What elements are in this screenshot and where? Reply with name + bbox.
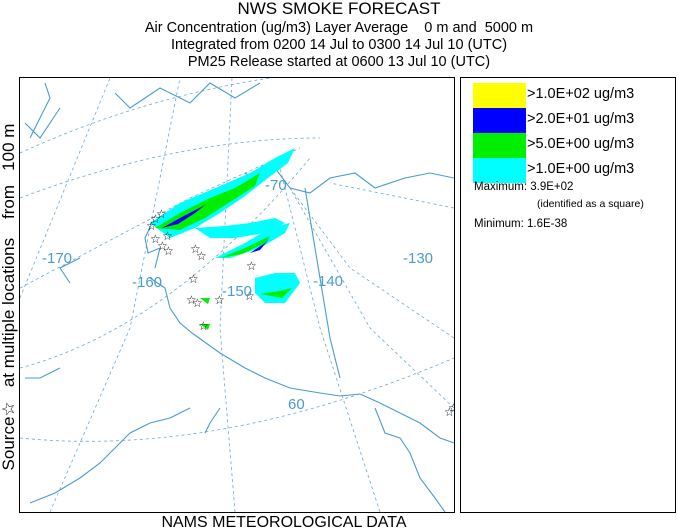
legend-label: >1.0E+00 ug/m3: [527, 161, 635, 177]
smoke-map: ☆ ☆ ☆ ☆ ☆ ☆ ☆ ☆ ☆ ☆ ☆ ☆ ☆ ☆ ☆ ☆ ☆ ☆ -170…: [19, 77, 455, 513]
source-marker: ☆: [150, 212, 161, 226]
legend-swatch: [473, 83, 526, 108]
forecast-title: NWS SMOKE FORECAST: [237, 0, 441, 18]
lon-label-130: -130: [403, 250, 433, 267]
coastline: [24, 82, 454, 512]
source-marker: ☆: [146, 219, 157, 233]
source-marker: ☆: [244, 289, 255, 303]
smoke-plumes: [150, 148, 300, 330]
legend-swatch: [473, 133, 526, 158]
source-marker: ☆: [198, 319, 209, 333]
concentration-layer-line: Air Concentration (ug/m3) Layer Average …: [144, 20, 534, 36]
legend-item: >1.0E+02 ug/m3: [473, 83, 673, 108]
source-marker: ☆: [188, 272, 199, 286]
source-marker: ☆: [163, 244, 174, 258]
lon-label-160: -160: [132, 274, 162, 291]
legend-item: >2.0E+01 ug/m3: [473, 108, 673, 133]
source-marker: ☆: [444, 405, 454, 419]
legend-swatch: [473, 158, 526, 183]
source-marker: ☆: [162, 229, 173, 243]
source-marker: ☆: [246, 259, 257, 273]
legend-panel: >1.0E+02 ug/m3 >2.0E+01 ug/m3 >5.0E+00 u…: [460, 77, 676, 513]
lat-label-70: -70: [265, 177, 287, 194]
lon-label-170: -170: [42, 250, 72, 267]
source-marker: ☆: [150, 232, 161, 246]
source-marker: ☆: [214, 293, 225, 307]
legend-swatch: [473, 108, 526, 133]
source-height-label: Source☆ at multiple locations from 100 m: [0, 123, 18, 471]
legend-item: >5.0E+00 ug/m3: [473, 133, 673, 158]
source-marker: ☆: [186, 293, 197, 307]
source-marker: ☆: [448, 401, 454, 415]
release-start-line: PM25 Release started at 0600 13 Jul 10 (…: [187, 54, 491, 70]
minimum-value: Minimum: 1.6E-38: [474, 218, 568, 230]
integration-period-line: Integrated from 0200 14 Jul to 0300 14 J…: [170, 37, 508, 53]
legend-label: >5.0E+00 ug/m3: [527, 136, 635, 152]
legend-item: >1.0E+00 ug/m3: [473, 158, 673, 183]
lon-label-140: -140: [313, 273, 343, 290]
source-marker: ☆: [157, 239, 168, 253]
met-data-footer: NAMS METEOROLOGICAL DATA: [161, 514, 407, 531]
lon-label-150: -150: [222, 283, 252, 300]
legend-label: >2.0E+01 ug/m3: [527, 111, 635, 127]
maximum-note: (identified as a square): [537, 198, 644, 210]
source-marker: ☆: [156, 207, 167, 221]
lat-label-60: 60: [288, 396, 305, 413]
source-markers: ☆ ☆ ☆ ☆ ☆ ☆ ☆ ☆ ☆ ☆ ☆ ☆ ☆ ☆ ☆ ☆ ☆ ☆: [146, 207, 454, 419]
maximum-value: Maximum: 3.9E+02: [474, 181, 574, 193]
legend-label: >1.0E+02 ug/m3: [527, 86, 635, 102]
source-marker: ☆: [192, 296, 203, 310]
source-marker: ☆: [196, 249, 207, 263]
source-marker: ☆: [190, 242, 201, 256]
map-canvas: ☆ ☆ ☆ ☆ ☆ ☆ ☆ ☆ ☆ ☆ ☆ ☆ ☆ ☆ ☆ ☆ ☆ ☆ -170…: [20, 78, 454, 512]
